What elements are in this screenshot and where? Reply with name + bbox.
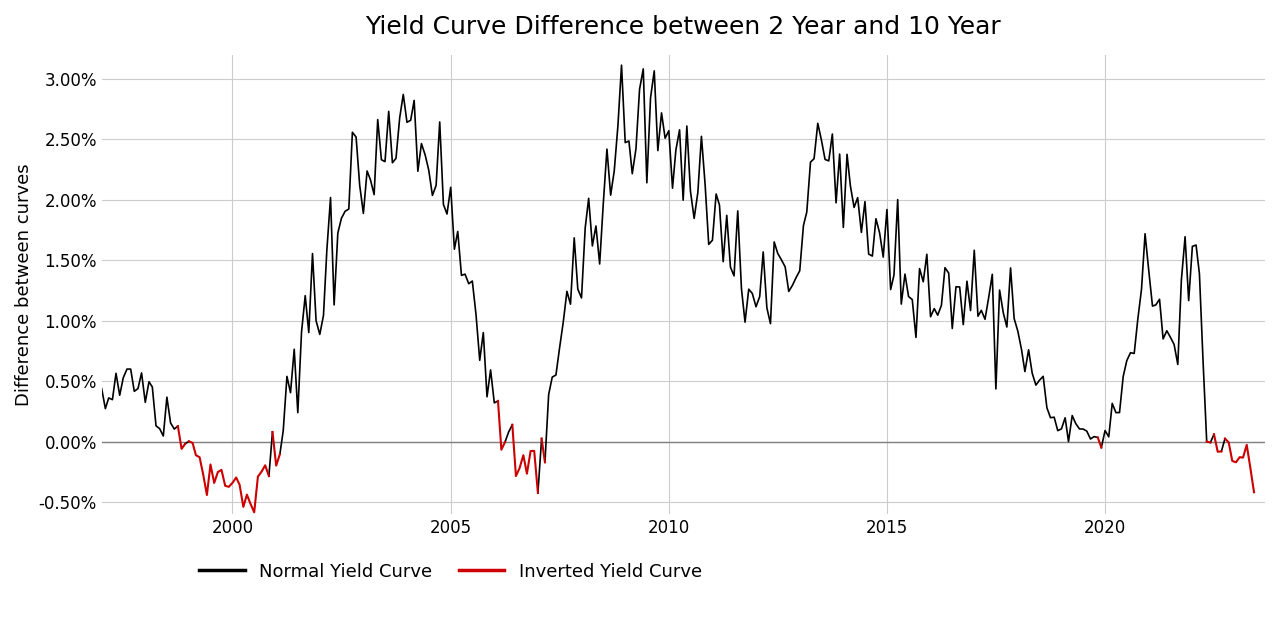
Title: Yield Curve Difference between 2 Year and 10 Year: Yield Curve Difference between 2 Year an…	[366, 15, 1001, 39]
Y-axis label: Difference between curves: Difference between curves	[15, 163, 33, 406]
Legend: Normal Yield Curve, Inverted Yield Curve: Normal Yield Curve, Inverted Yield Curve	[192, 555, 709, 588]
